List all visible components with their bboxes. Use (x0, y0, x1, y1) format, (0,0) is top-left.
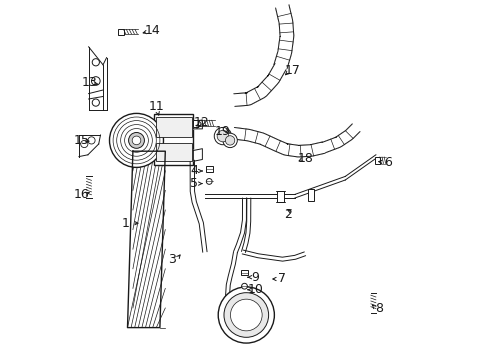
Circle shape (88, 137, 95, 144)
Bar (205, 166, 212, 172)
Circle shape (218, 287, 274, 343)
Polygon shape (273, 5, 293, 68)
Text: 8: 8 (375, 302, 383, 315)
Text: 15: 15 (74, 134, 89, 147)
Circle shape (223, 133, 237, 148)
Text: 2: 2 (283, 208, 291, 221)
Circle shape (132, 136, 141, 145)
Polygon shape (241, 198, 250, 253)
Circle shape (206, 179, 212, 184)
Circle shape (81, 140, 88, 148)
Circle shape (224, 293, 268, 337)
Circle shape (91, 77, 100, 85)
Circle shape (92, 59, 99, 66)
Text: 1: 1 (122, 217, 129, 230)
Bar (155, 117, 191, 137)
Text: 18: 18 (297, 152, 313, 165)
Bar (155, 143, 191, 161)
Text: 13: 13 (81, 76, 98, 89)
Text: 12: 12 (193, 116, 209, 129)
Text: 6: 6 (384, 156, 392, 168)
Circle shape (217, 130, 228, 142)
Polygon shape (193, 149, 202, 161)
Circle shape (196, 122, 201, 127)
Polygon shape (242, 250, 305, 261)
Text: 3: 3 (168, 253, 176, 266)
Polygon shape (233, 198, 246, 253)
Circle shape (128, 132, 144, 148)
Circle shape (241, 283, 247, 289)
Text: 7: 7 (278, 273, 285, 285)
Circle shape (109, 113, 163, 167)
Bar (241, 270, 247, 275)
Bar (118, 29, 123, 35)
Text: 5: 5 (190, 177, 198, 190)
Polygon shape (193, 120, 202, 129)
Bar (276, 191, 284, 202)
Polygon shape (225, 252, 237, 305)
Circle shape (225, 136, 234, 145)
Polygon shape (321, 124, 359, 153)
Polygon shape (190, 160, 206, 252)
Circle shape (92, 99, 99, 106)
Polygon shape (232, 127, 325, 157)
Text: 9: 9 (251, 271, 259, 284)
Text: 4: 4 (190, 165, 198, 177)
Text: 16: 16 (74, 188, 89, 201)
Text: 14: 14 (144, 24, 160, 37)
Circle shape (214, 127, 231, 145)
Circle shape (230, 299, 262, 331)
Text: 17: 17 (285, 64, 301, 77)
Bar (193, 120, 198, 127)
Text: 10: 10 (247, 283, 263, 296)
Text: 19: 19 (215, 125, 230, 138)
Polygon shape (233, 63, 285, 106)
Text: 11: 11 (148, 100, 164, 113)
Polygon shape (127, 151, 165, 328)
Bar (307, 189, 313, 201)
Bar (153, 114, 193, 165)
Bar (374, 157, 379, 164)
